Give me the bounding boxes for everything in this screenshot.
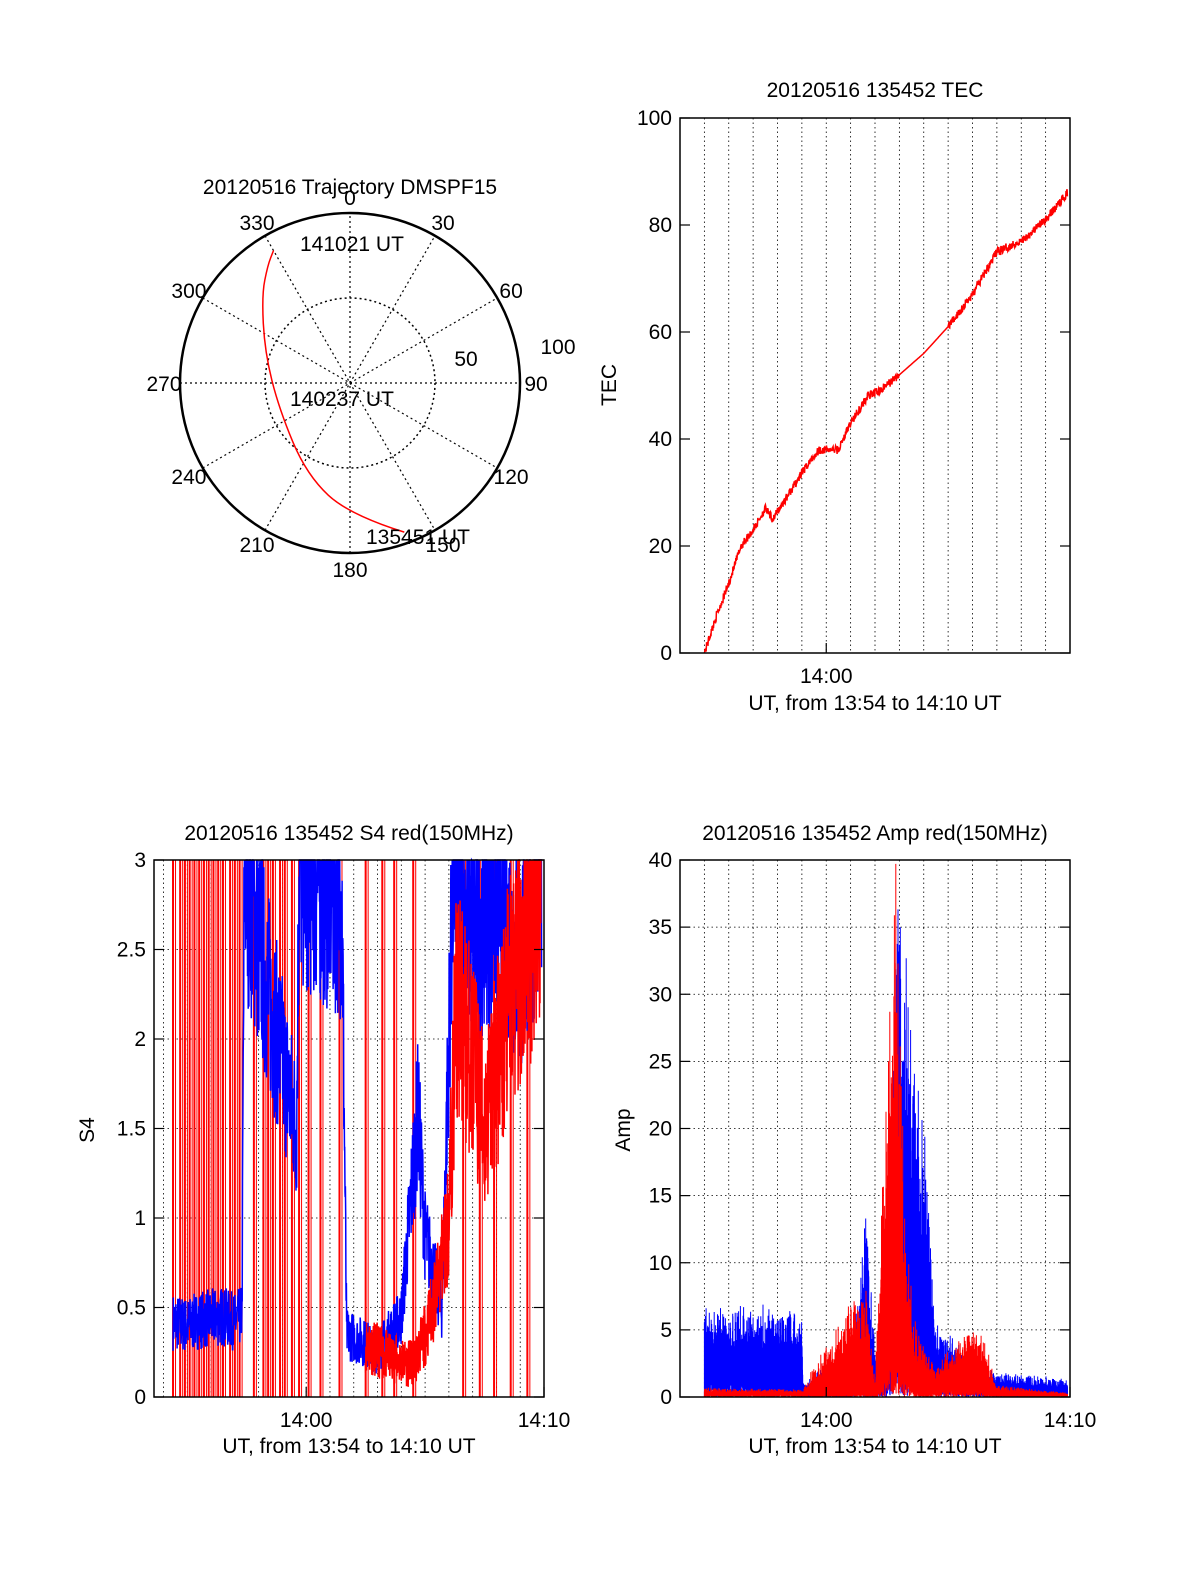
amp-frame	[679, 859, 1071, 1398]
amp-xlabel: UT, from 13:54 to 14:10 UT	[748, 1435, 1001, 1458]
s4-ytick-label-2: 2	[134, 1028, 146, 1051]
polar-radial-tick-50: 50	[454, 348, 477, 371]
s4-ticks: 0 0.5 1 1.5 2 2.5 3 14:00 14:10	[117, 849, 570, 1432]
amp-ytick-label-30: 30	[649, 983, 672, 1006]
tec-frame	[679, 117, 1071, 654]
s4-ytick-label-3: 3	[134, 849, 146, 872]
s4-title: 20120516 135452 S4 red(150MHz)	[184, 822, 513, 845]
polar-angle-tick-60: 60	[499, 280, 522, 303]
annotation-mid-time: 140237 UT	[290, 388, 394, 411]
annotation-start-time: 135451 UT	[366, 526, 470, 549]
amp-red-trace	[703, 863, 1068, 1397]
tec-ytick-label-80: 80	[649, 214, 672, 237]
polar-angle-tick-30: 30	[431, 212, 454, 235]
polar-panel: 20120516 Trajectory DMSPF15 0 30 60 90 120 15…	[146, 176, 575, 582]
tec-panel: 20120516 135452 TEC 0 20 40 60 80 100 14:00 TE…	[598, 79, 1071, 715]
amp-ytick-label-5: 5	[660, 1319, 672, 1342]
amp-xtick-label-14:10: 14:10	[1044, 1409, 1097, 1432]
polar-angle-tick-330: 330	[239, 212, 274, 235]
polar-angle-tick-0: 0	[344, 187, 356, 210]
amp-ylabel: Amp	[612, 1108, 635, 1151]
tec-xlabel: UT, from 13:54 to 14:10 UT	[748, 692, 1001, 715]
tec-ticks: 0 20 40 60 80 100 14:00	[637, 107, 1070, 688]
polar-radial-tick-100: 100	[540, 336, 575, 359]
amp-grid	[679, 860, 1070, 1397]
amp-title: 20120516 135452 Amp red(150MHz)	[702, 822, 1048, 845]
polar-spoke-150	[264, 235, 436, 531]
amp-series-red	[703, 863, 1068, 1397]
amp-ytick-label-0: 0	[660, 1386, 672, 1409]
tec-series-red	[703, 189, 1069, 654]
amp-ytick-label-20: 20	[649, 1118, 672, 1141]
tec-ytick-label-20: 20	[649, 535, 672, 558]
tec-ytick-label-60: 60	[649, 321, 672, 344]
annotation-end-time: 141021 UT	[300, 233, 404, 256]
tec-title: 20120516 135452 TEC	[767, 79, 984, 102]
amp-ytick-label-10: 10	[649, 1252, 672, 1275]
s4-series-blue	[172, 857, 543, 1374]
polar-spokes	[180, 213, 520, 553]
s4-ytick-label-0.5: 0.5	[117, 1297, 146, 1320]
tec-grid	[679, 118, 1047, 653]
tec-ytick-label-40: 40	[649, 428, 672, 451]
amp-ytick-label-35: 35	[649, 916, 672, 939]
polar-title: 20120516 Trajectory DMSPF15	[203, 176, 497, 199]
s4-ytick-label-2.5: 2.5	[117, 939, 146, 962]
s4-panel: 20120516 135452 S4 red(150MHz) 0 0.5 1 1.5 2…	[76, 822, 570, 1458]
amp-ytick-label-25: 25	[649, 1050, 672, 1073]
polar-angle-tick-210: 210	[239, 534, 274, 557]
tec-ylabel: TEC	[598, 364, 621, 406]
s4-xtick-label-14:00: 14:00	[280, 1409, 333, 1432]
polar-angle-tick-300: 300	[171, 280, 206, 303]
s4-ytick-label-1.5: 1.5	[117, 1118, 146, 1141]
s4-ylabel: S4	[76, 1117, 99, 1143]
amp-ytick-label-40: 40	[649, 849, 672, 872]
s4-series-red	[364, 859, 542, 1387]
s4-frame	[153, 859, 545, 1398]
polar-angle-tick-150: 150	[425, 534, 460, 557]
tec-ytick-label-100: 100	[637, 107, 672, 130]
amp-ytick-label-15: 15	[649, 1185, 672, 1208]
s4-xlabel: UT, from 13:54 to 14:10 UT	[222, 1435, 475, 1458]
s4-ytick-label-1: 1	[134, 1207, 146, 1230]
amp-panel: 20120516 135452 Amp red(150MHz) 0 5 10 15 20…	[612, 822, 1096, 1458]
polar-angle-tick-90: 90	[524, 373, 547, 396]
s4-ytick-label-0: 0	[134, 1386, 146, 1409]
polar-angle-labels: 0 30 60 90 120 150 180 210 240 270 300 330	[146, 187, 547, 582]
s4-xtick-label-14:10: 14:10	[518, 1409, 571, 1432]
polar-angle-tick-240: 240	[171, 466, 206, 489]
tec-xtick-label-14:00: 14:00	[800, 665, 853, 688]
amp-ticks: 0 5 10 15 20 25 30 35 40 14:00 14:10	[649, 849, 1097, 1432]
amp-xtick-label-14:00: 14:00	[800, 1409, 853, 1432]
tec-ytick-label-0: 0	[660, 642, 672, 665]
trajectory-line	[262, 250, 405, 533]
polar-angle-tick-180: 180	[332, 559, 367, 582]
polar-angle-tick-120: 120	[494, 466, 529, 489]
polar-angle-tick-270: 270	[146, 373, 181, 396]
